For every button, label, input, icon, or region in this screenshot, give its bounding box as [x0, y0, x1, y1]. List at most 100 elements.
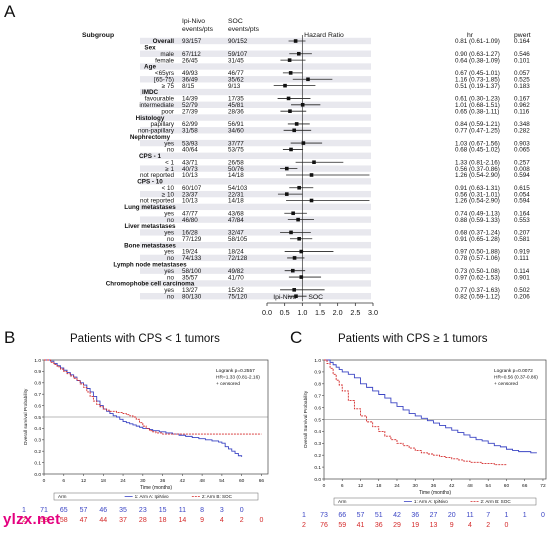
forest-group-header: Sex [144, 45, 156, 52]
forest-row-soc: 14/18 [228, 172, 244, 179]
forest-row-ipi: 10/13 [182, 198, 198, 205]
forest-row-p: 0.282 [514, 128, 530, 135]
forest-row-p: 0.553 [514, 217, 530, 224]
forest-x-tick-label: 1.5 [315, 308, 325, 317]
forest-row-ipi: 67/112 [182, 51, 201, 58]
forest-group-header: Histology [136, 115, 165, 122]
forest-row-label: female [155, 57, 174, 64]
forest-header-ipi-sub: events/pts [182, 26, 214, 33]
km-risk-value: 66 [338, 512, 346, 519]
forest-row-p: 0.594 [514, 172, 530, 179]
km-x-tick-label: 18 [101, 478, 107, 484]
km-risk-value: 42 [393, 512, 401, 519]
forest-row-ipi: 43/71 [182, 159, 198, 166]
forest-row-hr: 0.77 (0.37-1.63) [455, 287, 500, 294]
km-risk-value: 0 [259, 517, 263, 524]
forest-row-p: 0.183 [514, 83, 530, 90]
forest-point [293, 39, 298, 43]
forest-row-label: yes [164, 287, 174, 294]
km-risk-value: 57 [80, 507, 88, 514]
forest-row-p: 0.348 [514, 121, 530, 128]
km-y-tick-label: 0.0 [314, 477, 321, 483]
forest-point [301, 141, 306, 145]
forest-row-soc: 35/62 [228, 76, 244, 83]
forest-row-ipi: 62/99 [182, 121, 198, 128]
km-risk-value: 2 [240, 517, 244, 524]
km-series-line [324, 359, 537, 454]
forest-row-p: 0.114 [514, 268, 530, 275]
forest-point [306, 77, 310, 82]
forest-row-hr: 0.91 (0.63-1.31) [455, 185, 500, 192]
forest-row-soc: 37/77 [228, 140, 244, 147]
forest-row-ipi: 19/24 [182, 249, 198, 256]
km-y-tick-label: 0.1 [34, 460, 41, 466]
km-y-tick-label: 0.5 [314, 417, 321, 423]
forest-row-hr: 0.51 (0.19-1.37) [455, 83, 500, 90]
km-stat-text: Logrank p=0.2557 [216, 368, 255, 374]
panel-label-a: A [4, 2, 16, 21]
forest-row-soc: 31/45 [228, 57, 244, 64]
forest-row-soc: 9/13 [228, 83, 241, 90]
forest-header-hr-plot: Hazard Ratio [304, 32, 344, 39]
km-risk-value: 37 [119, 517, 127, 524]
km-x-axis-label: Time (months) [140, 485, 172, 491]
forest-row-label: not reported [140, 172, 174, 179]
forest-x-tick-label: 1.0 [297, 308, 307, 317]
km-x-tick-label: 6 [341, 483, 344, 489]
km-risk-value: 1 [523, 512, 527, 519]
forest-row-hr: 0.97 (0.62-1.53) [455, 274, 500, 281]
forest-row-p: 0.502 [514, 287, 530, 294]
forest-row-band [140, 203, 371, 211]
forest-row-hr: 0.81 (0.61-1.09) [455, 38, 500, 45]
km-risk-value: 9 [450, 522, 454, 529]
forest-row-p: 0.525 [514, 76, 530, 83]
forest-row-p: 0.111 [514, 255, 529, 262]
forest-x-tick-label: 2.5 [350, 308, 360, 317]
forest-row-ipi: 8/15 [182, 83, 195, 90]
forest-point [292, 128, 297, 133]
forest-row-band [140, 37, 371, 45]
forest-row-p: 0.057 [514, 70, 530, 77]
forest-header-hr: hr [467, 32, 474, 39]
forest-row-soc: 90/152 [228, 38, 248, 45]
forest-row-hr: 1.01 (0.68-1.51) [455, 102, 500, 109]
forest-row-ipi: 40/73 [182, 166, 198, 173]
km-stat-text: Logrank p=0.0072 [494, 368, 533, 374]
km-x-axis-label: Time (months) [419, 490, 451, 496]
forest-row-label: male [160, 51, 174, 58]
km-y-tick-label: 0.2 [314, 453, 321, 459]
forest-point [292, 288, 297, 292]
forest-point [291, 211, 295, 216]
km-risk-row-label: 2 [302, 522, 306, 529]
forest-row-band [140, 152, 371, 160]
km-x-tick-label: 0 [43, 478, 46, 484]
km-x-tick-label: 12 [358, 483, 364, 489]
km-y-axis-label: Overall Survival Probability [303, 390, 309, 448]
km-series-line [44, 359, 243, 457]
km-risk-row-label: 2 [22, 517, 26, 524]
forest-group-header: Age [144, 64, 156, 71]
forest-row-label: not reported [140, 198, 174, 205]
forest-point [309, 198, 314, 203]
forest-point [284, 192, 289, 196]
km-risk-value: 11 [466, 512, 473, 519]
forest-row-p: 0.903 [514, 140, 530, 147]
forest-point [294, 294, 298, 298]
forest-row-hr: 1.03 (0.67-1.56) [455, 140, 500, 147]
forest-row-label: < 10 [162, 185, 175, 192]
forest-row-band [140, 114, 371, 121]
km-y-tick-label: 0.4 [34, 426, 41, 432]
forest-row-hr: 1.26 (0.54-2.90) [455, 172, 500, 179]
forest-row-hr: 0.67 (0.45-1.01) [455, 70, 500, 77]
forest-row-ipi: 13/27 [182, 287, 198, 294]
km-risk-value: 28 [139, 517, 147, 524]
forest-row-label: papillary [151, 121, 175, 128]
forest-row-hr: 0.64 (0.38-1.09) [455, 57, 500, 64]
forest-group-header: Nephrectomy [130, 134, 171, 141]
forest-row-hr: 1.33 (0.81-2.16) [455, 159, 500, 166]
forest-row-p: 0.167 [514, 96, 530, 103]
km-x-tick-label: 72 [540, 483, 546, 489]
km-y-tick-label: 0.2 [34, 449, 41, 455]
km-risk-value: 35 [119, 507, 127, 514]
forest-row-ipi: 52/79 [182, 102, 198, 109]
